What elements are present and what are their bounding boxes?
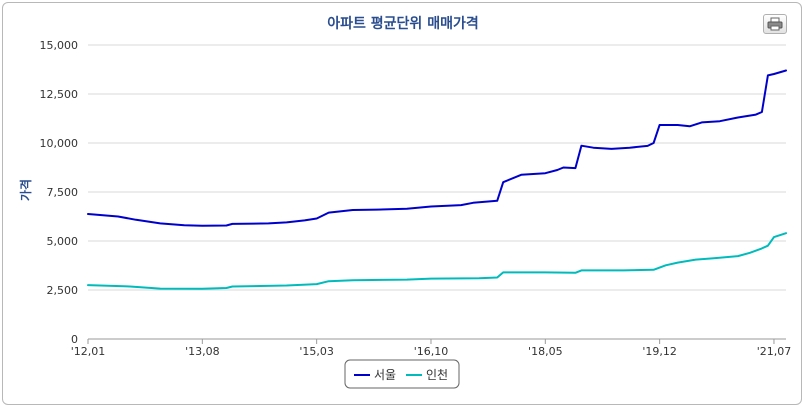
legend: 서울 인천 (344, 359, 460, 389)
x-tick-label: '18,05 (528, 345, 563, 358)
print-button[interactable] (763, 14, 787, 34)
y-axis-ticks: 0 2,500 5,000 7,500 10,000 12,500 15,000 (40, 39, 79, 346)
series-line-seoul (87, 69, 787, 227)
x-tick-label: '16,10 (414, 345, 449, 358)
y-tick-label: 7,500 (47, 186, 79, 199)
x-tick-label: '19,12 (642, 345, 677, 358)
y-tick-label: 12,500 (40, 88, 79, 101)
grid-lines (88, 44, 786, 340)
x-tick-label: '13,08 (185, 345, 220, 358)
x-tick-label: '21,07 (757, 345, 792, 358)
series-line-incheon (87, 232, 787, 290)
chart-frame (2, 2, 802, 405)
series-lines (87, 69, 787, 290)
printer-icon (767, 17, 783, 31)
legend-label-seoul: 서울 (374, 368, 396, 382)
legend-box (344, 359, 460, 389)
y-tick-label: 10,000 (40, 137, 79, 150)
y-tick-label: 15,000 (40, 39, 79, 52)
legend-label-incheon: 인천 (426, 367, 448, 382)
y-tick-label: 2,500 (47, 284, 79, 297)
x-tick-label: '15,03 (299, 345, 334, 358)
x-tick-label: '12,01 (71, 345, 106, 358)
chart-title: 아파트 평균단위 매매가격 (327, 15, 478, 32)
y-axis-label: 가격 (18, 179, 33, 201)
legend-item-incheon[interactable]: 인천 (406, 367, 448, 382)
legend-item-seoul[interactable]: 서울 (354, 368, 396, 382)
x-axis-ticks: '12,01 '13,08 '15,03 '16,10 '18,05 '19,12 '21,… (71, 339, 791, 358)
y-tick-label: 0 (71, 333, 78, 346)
y-tick-label: 5,000 (47, 235, 79, 248)
